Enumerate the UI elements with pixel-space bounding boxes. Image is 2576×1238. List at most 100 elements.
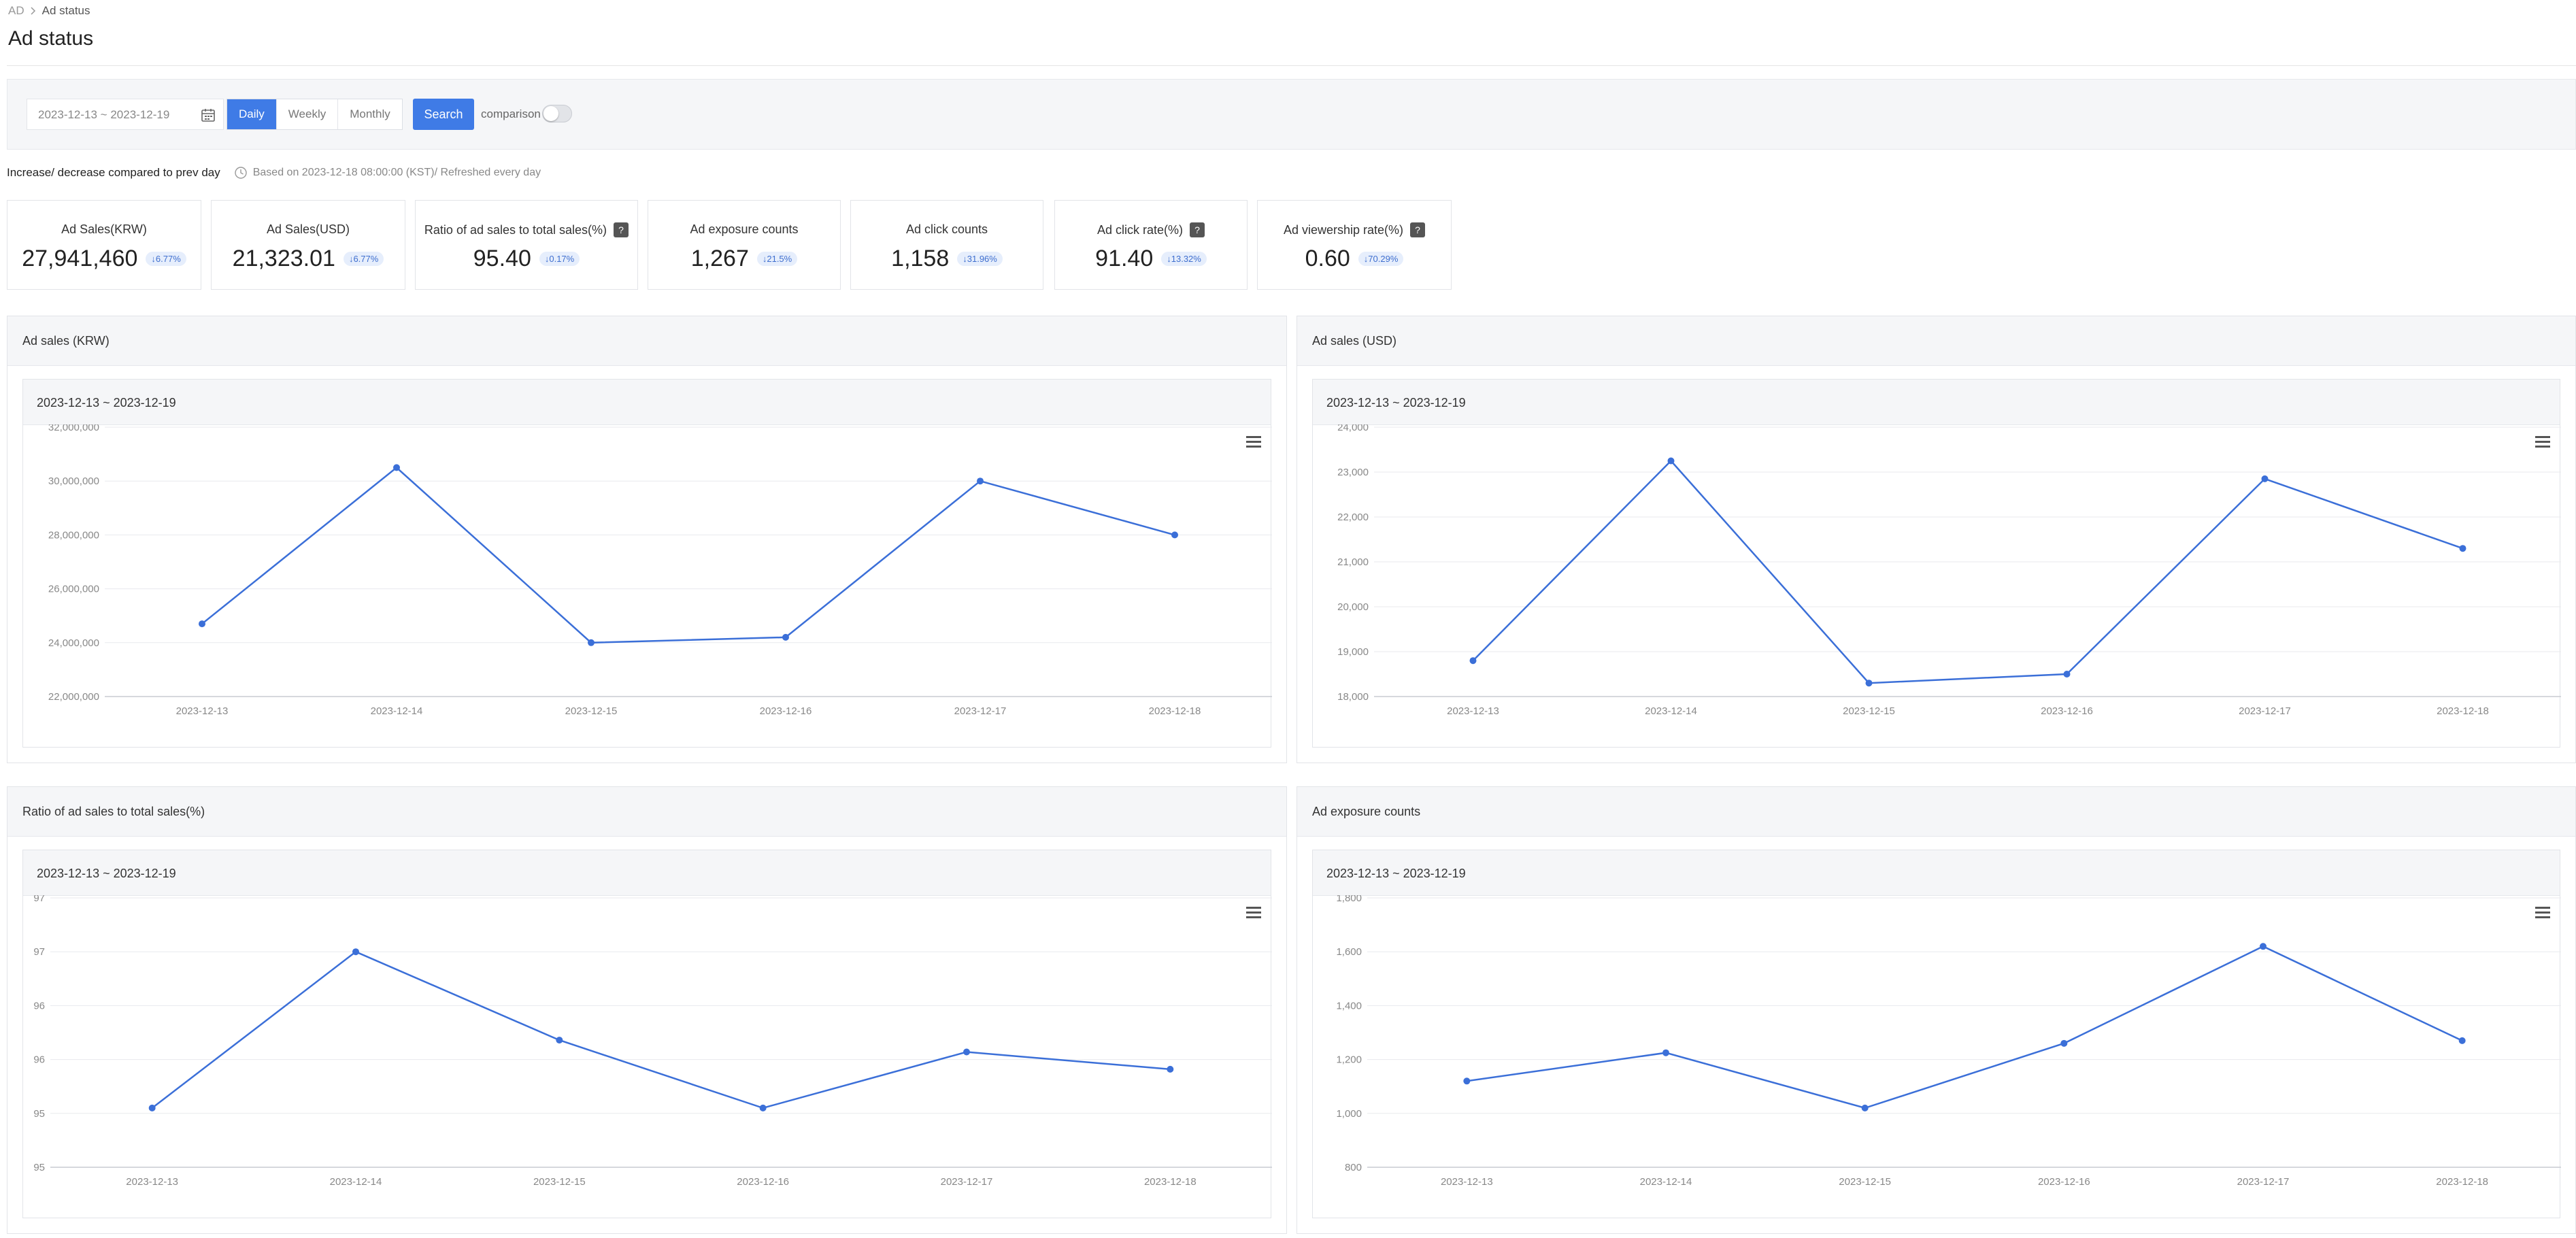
y-tick-label: 30,000,000 — [48, 475, 99, 487]
data-point[interactable] — [199, 620, 205, 628]
data-point[interactable] — [2060, 1039, 2068, 1047]
data-point[interactable] — [1861, 1104, 1869, 1111]
y-tick-label: 1,000 — [1336, 1108, 1362, 1120]
period-weekly-button[interactable]: Weekly — [277, 99, 339, 129]
kpi-label: Ratio of ad sales to total sales(%)? — [416, 222, 637, 237]
line-chart: 18,000 19,000 20,000 21,000 22,000 23,000 24,0… — [1337, 424, 2561, 717]
data-point[interactable] — [556, 1037, 563, 1044]
clock-icon — [235, 167, 247, 179]
data-point[interactable] — [759, 1104, 767, 1111]
kpi-label-text: Ad click counts — [905, 222, 988, 236]
y-tick-label: 1,400 — [1336, 1000, 1362, 1011]
kpi-value: 27,941,460 — [22, 246, 138, 271]
y-tick-label: 1,800 — [1336, 895, 1362, 904]
chart-panel: Ratio of ad sales to total sales(%) 2023-… — [7, 786, 1287, 1234]
y-tick-label: 28,000,000 — [48, 529, 99, 541]
hamburger-menu-icon[interactable] — [1245, 434, 1262, 449]
data-point[interactable] — [977, 478, 984, 485]
kpi-change-badge: ↓21.5% — [756, 252, 798, 266]
data-point[interactable] — [1662, 1049, 1669, 1056]
kpi-change-badge: ↓0.17% — [539, 252, 580, 266]
chart-panel-header: Ad sales (USD) — [1297, 316, 2575, 366]
data-point[interactable] — [2260, 943, 2266, 950]
chart-range-label: 2023-12-13 ~ 2023-12-19 — [37, 867, 176, 880]
x-tick-label: 2023-12-17 — [941, 1176, 993, 1188]
x-tick-label: 2023-12-17 — [954, 705, 1007, 717]
data-point[interactable] — [2458, 1037, 2466, 1044]
x-tick-label: 2023-12-17 — [2237, 1176, 2290, 1188]
date-range-input[interactable] — [37, 107, 196, 122]
data-point[interactable] — [588, 639, 595, 646]
chart-container: 2023-12-13 ~ 2023-12-19 800 1,000 1,200 1,40… — [1312, 850, 2561, 1218]
kpi-label-text: Ratio of ad sales to total sales(%) — [424, 222, 607, 237]
data-point[interactable] — [1463, 1077, 1471, 1085]
hamburger-menu-icon[interactable] — [2534, 434, 2552, 449]
kpi-card: Ad Sales(USD) 21,323.01 ↓6.77% — [211, 200, 405, 290]
breadcrumb: AD Ad status — [8, 4, 90, 18]
hamburger-menu-icon[interactable] — [2534, 905, 2552, 920]
period-daily-button[interactable]: Daily — [227, 99, 277, 129]
y-tick-label: 97 — [33, 895, 45, 904]
toggle-knob — [543, 106, 558, 121]
info-title: Increase/ decrease compared to prev day — [7, 166, 220, 179]
kpi-value-row: 0.60 ↓70.29% — [1258, 246, 1451, 272]
x-tick-label: 2023-12-14 — [1645, 705, 1697, 717]
search-button[interactable]: Search — [413, 99, 474, 130]
help-icon[interactable]: ? — [1410, 222, 1426, 237]
x-tick-label: 2023-12-17 — [2239, 705, 2291, 717]
y-tick-label: 21,000 — [1337, 556, 1369, 568]
header-divider — [7, 65, 2576, 66]
x-tick-label: 2023-12-18 — [2436, 1176, 2488, 1188]
data-point[interactable] — [393, 464, 400, 471]
help-icon[interactable]: ? — [1190, 222, 1205, 237]
data-point[interactable] — [2063, 671, 2071, 677]
chart-range-header: 2023-12-13 ~ 2023-12-19 — [1313, 850, 2560, 896]
date-range-field[interactable] — [27, 99, 224, 130]
kpi-change-value: 31.96% — [967, 254, 997, 264]
filter-bar: Daily Weekly Monthly Search comparison — [7, 79, 2576, 150]
data-point[interactable] — [1171, 531, 1178, 539]
x-tick-label: 2023-12-16 — [2041, 705, 2093, 717]
chart-panel: Ad sales (KRW) 2023-12-13 ~ 2023-12-19 22,… — [7, 316, 1287, 763]
kpi-value: 1,267 — [690, 246, 749, 271]
data-point[interactable] — [148, 1104, 156, 1111]
comparison-toggle[interactable] — [542, 105, 572, 122]
x-tick-label: 2023-12-13 — [176, 705, 229, 717]
data-point[interactable] — [782, 633, 789, 641]
y-tick-label: 19,000 — [1337, 646, 1369, 658]
chevron-right-icon — [31, 7, 35, 15]
info-basis: Based on 2023-12-18 08:00:00 (KST)/ Refr… — [252, 167, 541, 178]
series-line — [201, 466, 1175, 644]
data-point[interactable] — [963, 1048, 970, 1056]
period-monthly-button[interactable]: Monthly — [350, 107, 390, 120]
arrow-down-icon: ↓ — [544, 254, 550, 264]
data-point[interactable] — [1469, 657, 1477, 665]
kpi-label: Ad Sales(USD) — [212, 222, 405, 237]
x-tick-label: 2023-12-13 — [126, 1176, 178, 1188]
breadcrumb-root[interactable]: AD — [8, 4, 24, 17]
y-tick-label: 1,600 — [1336, 946, 1362, 958]
line-chart: 22,000,000 24,000,000 26,000,000 28,000,000… — [48, 424, 1272, 717]
kpi-change-value: 6.77% — [155, 254, 181, 264]
x-tick-label: 2023-12-15 — [1839, 1176, 1891, 1188]
kpi-card: Ad exposure counts 1,267 ↓21.5% — [648, 200, 841, 290]
kpi-change-badge: ↓6.77% — [343, 252, 384, 266]
y-tick-label: 24,000 — [1337, 424, 1369, 433]
chart-panel-header: Ad sales (KRW) — [7, 316, 1286, 366]
series-line — [1472, 459, 2463, 684]
data-point[interactable] — [1667, 457, 1675, 465]
y-tick-label: 18,000 — [1337, 691, 1369, 703]
data-point[interactable] — [1167, 1065, 1174, 1073]
arrow-down-icon: ↓ — [151, 254, 156, 264]
data-point[interactable] — [1865, 680, 1873, 687]
data-point[interactable] — [352, 948, 359, 956]
calendar-icon[interactable] — [200, 107, 216, 123]
hamburger-menu-icon[interactable] — [1245, 905, 1262, 920]
help-icon[interactable]: ? — [614, 222, 629, 237]
data-point[interactable] — [2459, 545, 2466, 552]
kpi-value: 95.40 — [473, 246, 531, 271]
chart-range-header: 2023-12-13 ~ 2023-12-19 — [23, 380, 1271, 425]
data-point[interactable] — [2261, 475, 2269, 482]
breadcrumb-current: Ad status — [41, 4, 90, 17]
x-tick-label: 2023-12-15 — [565, 705, 618, 717]
